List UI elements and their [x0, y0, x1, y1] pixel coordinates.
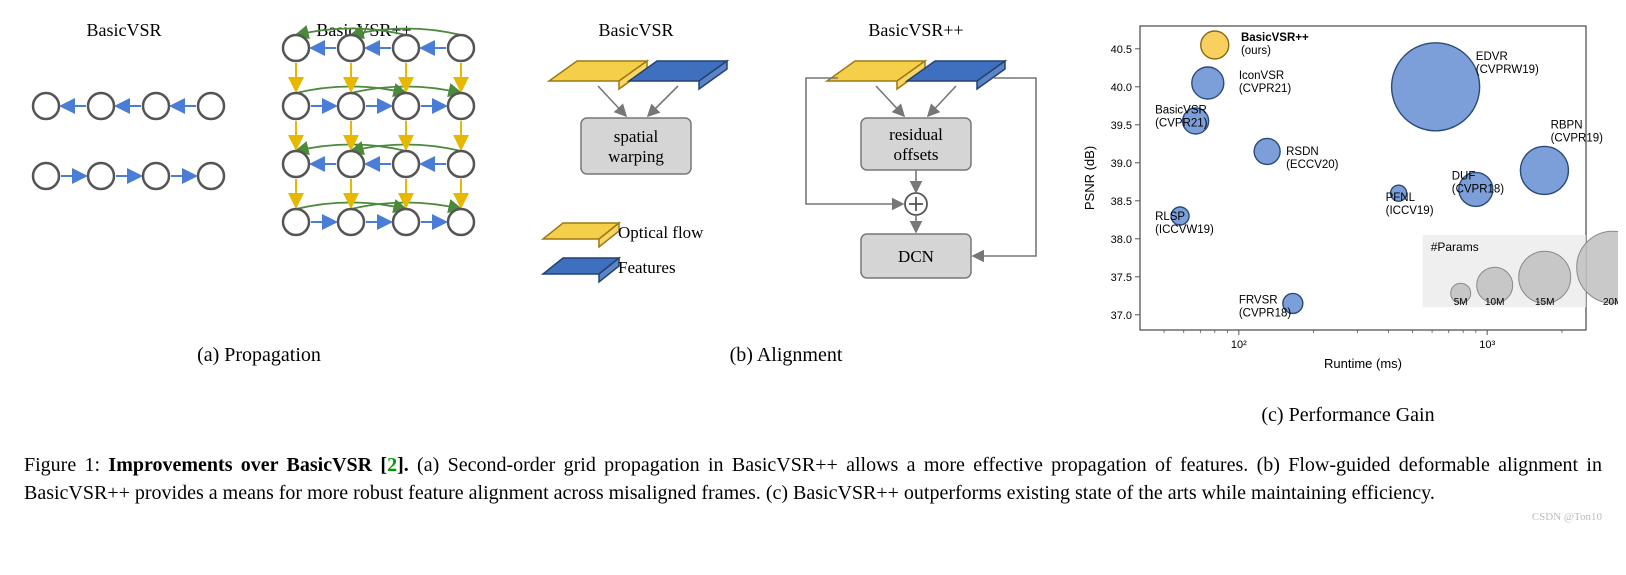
svg-text:(CVPR21): (CVPR21): [1239, 83, 1292, 95]
svg-text:Runtime (ms): Runtime (ms): [1324, 356, 1402, 371]
svg-text:IconVSR: IconVSR: [1239, 70, 1284, 82]
subcaption-b: (b) Alignment: [730, 344, 843, 367]
svg-text:15M: 15M: [1535, 297, 1554, 308]
svg-text:BasicVSR++: BasicVSR++: [1241, 32, 1309, 44]
svg-text:#Params: #Params: [1431, 240, 1479, 254]
svg-text:39.5: 39.5: [1111, 120, 1132, 132]
svg-text:RLSP: RLSP: [1155, 211, 1185, 223]
svg-text:BasicVSR: BasicVSR: [598, 20, 673, 40]
caption-title: Improvements over BasicVSR [2].: [108, 454, 408, 476]
svg-text:(ours): (ours): [1241, 45, 1271, 57]
svg-text:38.5: 38.5: [1111, 196, 1132, 208]
svg-text:RSDN: RSDN: [1286, 146, 1319, 158]
svg-text:offsets: offsets: [893, 145, 938, 164]
performance-svg: 37.0 37.5 38.0 38.5 39.0 39.5 40.0 40.5 10² 10³ Ru…: [1078, 16, 1618, 376]
svg-text:10M: 10M: [1485, 297, 1504, 308]
svg-text:10²: 10²: [1231, 339, 1247, 351]
figure-row: BasicVSRBasicVSR++ (a) Propagation Basic…: [24, 16, 1602, 427]
svg-text:PFNL: PFNL: [1386, 192, 1416, 204]
svg-text:20M: 20M: [1603, 297, 1618, 308]
panel-alignment: BasicVSR BasicVSR++ spatialwarping Optical …: [506, 16, 1066, 367]
subcaption-a: (a) Propagation: [197, 344, 321, 367]
svg-text:(CVPR18): (CVPR18): [1239, 307, 1292, 319]
svg-text:(CVPRW19): (CVPRW19): [1476, 64, 1539, 76]
panel-performance: 37.0 37.5 38.0 38.5 39.0 39.5 40.0 40.5 10² 10³ Ru…: [1078, 16, 1618, 427]
caption-lead: Figure 1:: [24, 454, 108, 476]
watermark: CSDN @Ton10: [24, 511, 1602, 523]
svg-text:10³: 10³: [1479, 339, 1495, 351]
propagation-svg: BasicVSRBasicVSR++: [24, 16, 494, 316]
svg-text:37.5: 37.5: [1111, 272, 1132, 284]
alignment-svg: BasicVSR BasicVSR++ spatialwarping Optical …: [506, 16, 1066, 316]
svg-text:BasicVSR++: BasicVSR++: [868, 20, 963, 40]
svg-text:(CVPR18): (CVPR18): [1452, 184, 1505, 196]
svg-text:5M: 5M: [1454, 297, 1468, 308]
svg-text:EDVR: EDVR: [1476, 51, 1508, 63]
svg-text:(CVPR19): (CVPR19): [1551, 133, 1604, 145]
citation-link[interactable]: 2: [387, 454, 397, 476]
svg-text:FRVSR: FRVSR: [1239, 294, 1278, 306]
svg-text:(CVPR21): (CVPR21): [1155, 117, 1208, 129]
svg-text:BasicVSR: BasicVSR: [1155, 104, 1207, 116]
svg-text:(ICCVW19): (ICCVW19): [1155, 224, 1214, 236]
svg-text:warping: warping: [608, 147, 664, 166]
svg-text:39.0: 39.0: [1111, 158, 1132, 170]
caption-c: (c) BasicVSR++ outperforms existing stat…: [766, 482, 1435, 504]
svg-text:(ICCV19): (ICCV19): [1386, 205, 1434, 217]
svg-text:(ECCV20): (ECCV20): [1286, 159, 1339, 171]
svg-text:Optical flow: Optical flow: [618, 223, 704, 242]
svg-text:BasicVSR: BasicVSR: [86, 20, 161, 40]
svg-text:Features: Features: [618, 258, 676, 277]
caption-a: (a) Second-order grid propagation in Bas…: [409, 454, 1257, 476]
svg-text:RBPN: RBPN: [1551, 120, 1583, 132]
svg-text:residual: residual: [889, 125, 943, 144]
svg-text:DUF: DUF: [1452, 171, 1476, 183]
svg-text:PSNR (dB): PSNR (dB): [1082, 146, 1097, 210]
figure-caption: Figure 1: Improvements over BasicVSR [2]…: [24, 451, 1602, 507]
svg-text:spatial: spatial: [614, 127, 659, 146]
svg-text:38.0: 38.0: [1111, 234, 1132, 246]
svg-text:DCN: DCN: [898, 247, 934, 266]
svg-text:37.0: 37.0: [1111, 310, 1132, 322]
subcaption-c: (c) Performance Gain: [1261, 404, 1434, 427]
svg-text:40.0: 40.0: [1111, 82, 1132, 94]
svg-text:40.5: 40.5: [1111, 44, 1132, 56]
panel-propagation: BasicVSRBasicVSR++ (a) Propagation: [24, 16, 494, 367]
